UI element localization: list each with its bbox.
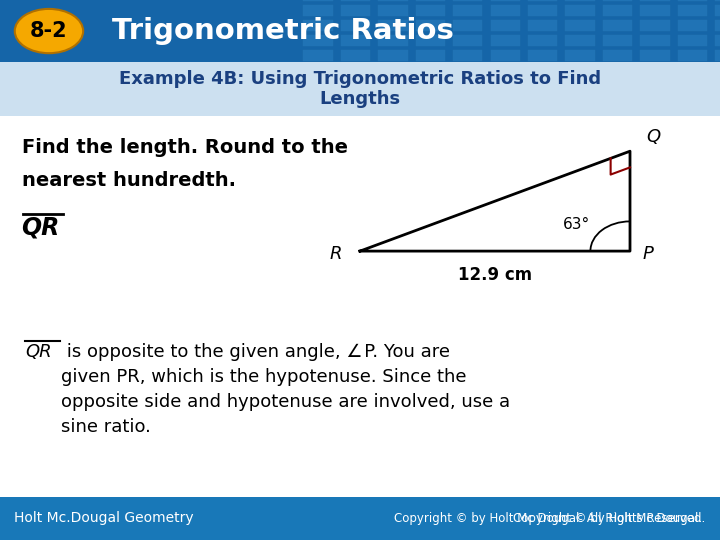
FancyBboxPatch shape [340,4,370,16]
FancyBboxPatch shape [452,49,482,61]
FancyBboxPatch shape [0,62,720,116]
FancyBboxPatch shape [564,49,595,61]
Text: QR: QR [25,343,52,361]
FancyBboxPatch shape [527,19,557,31]
Text: Copyright © by Holt Mc Dougal. All Rights Reserved.: Copyright © by Holt Mc Dougal. All Right… [395,512,706,525]
FancyBboxPatch shape [377,19,408,31]
Text: QR: QR [22,216,60,240]
FancyBboxPatch shape [490,19,520,31]
FancyBboxPatch shape [714,49,720,61]
FancyBboxPatch shape [677,34,707,46]
Text: is opposite to the given angle, ∠ P. You are
given PR, which is the hypotenuse. : is opposite to the given angle, ∠ P. You… [61,343,510,436]
Text: 8-2: 8-2 [30,21,68,41]
FancyBboxPatch shape [602,49,632,61]
FancyBboxPatch shape [602,34,632,46]
FancyBboxPatch shape [415,4,445,16]
FancyBboxPatch shape [677,4,707,16]
FancyBboxPatch shape [714,19,720,31]
FancyBboxPatch shape [340,19,370,31]
FancyBboxPatch shape [0,497,720,540]
Text: P: P [643,245,654,263]
FancyBboxPatch shape [564,4,595,16]
FancyBboxPatch shape [527,49,557,61]
FancyBboxPatch shape [677,19,707,31]
FancyBboxPatch shape [452,34,482,46]
Text: R: R [330,245,342,263]
FancyBboxPatch shape [639,4,670,16]
FancyBboxPatch shape [639,49,670,61]
FancyBboxPatch shape [377,34,408,46]
FancyBboxPatch shape [340,49,370,61]
FancyBboxPatch shape [527,34,557,46]
FancyBboxPatch shape [415,19,445,31]
FancyBboxPatch shape [527,4,557,16]
FancyBboxPatch shape [639,19,670,31]
Text: Find the length. Round to the: Find the length. Round to the [22,138,348,157]
FancyBboxPatch shape [639,34,670,46]
Text: Trigonometric Ratios: Trigonometric Ratios [112,17,454,45]
Text: Copyright © by Holt Mc Dougal.: Copyright © by Holt Mc Dougal. [513,512,706,525]
Text: Q: Q [646,128,660,146]
FancyBboxPatch shape [490,34,520,46]
FancyBboxPatch shape [302,49,333,61]
FancyBboxPatch shape [302,4,333,16]
Text: Holt Mc.Dougal Geometry: Holt Mc.Dougal Geometry [14,511,194,525]
FancyBboxPatch shape [602,19,632,31]
Text: 12.9 cm: 12.9 cm [458,266,532,284]
FancyBboxPatch shape [677,49,707,61]
FancyBboxPatch shape [602,4,632,16]
FancyBboxPatch shape [490,4,520,16]
FancyBboxPatch shape [452,19,482,31]
FancyBboxPatch shape [415,49,445,61]
Ellipse shape [14,9,84,53]
Text: Example 4B: Using Trigonometric Ratios to Find: Example 4B: Using Trigonometric Ratios t… [119,70,601,89]
FancyBboxPatch shape [377,4,408,16]
FancyBboxPatch shape [0,0,720,62]
Text: nearest hundredth.: nearest hundredth. [22,171,235,190]
FancyBboxPatch shape [377,49,408,61]
FancyBboxPatch shape [452,4,482,16]
FancyBboxPatch shape [714,4,720,16]
FancyBboxPatch shape [340,34,370,46]
FancyBboxPatch shape [490,49,520,61]
FancyBboxPatch shape [714,34,720,46]
FancyBboxPatch shape [302,34,333,46]
Text: Lengths: Lengths [320,90,400,108]
FancyBboxPatch shape [564,19,595,31]
FancyBboxPatch shape [564,34,595,46]
FancyBboxPatch shape [415,34,445,46]
Text: 63°: 63° [562,217,590,232]
FancyBboxPatch shape [302,19,333,31]
